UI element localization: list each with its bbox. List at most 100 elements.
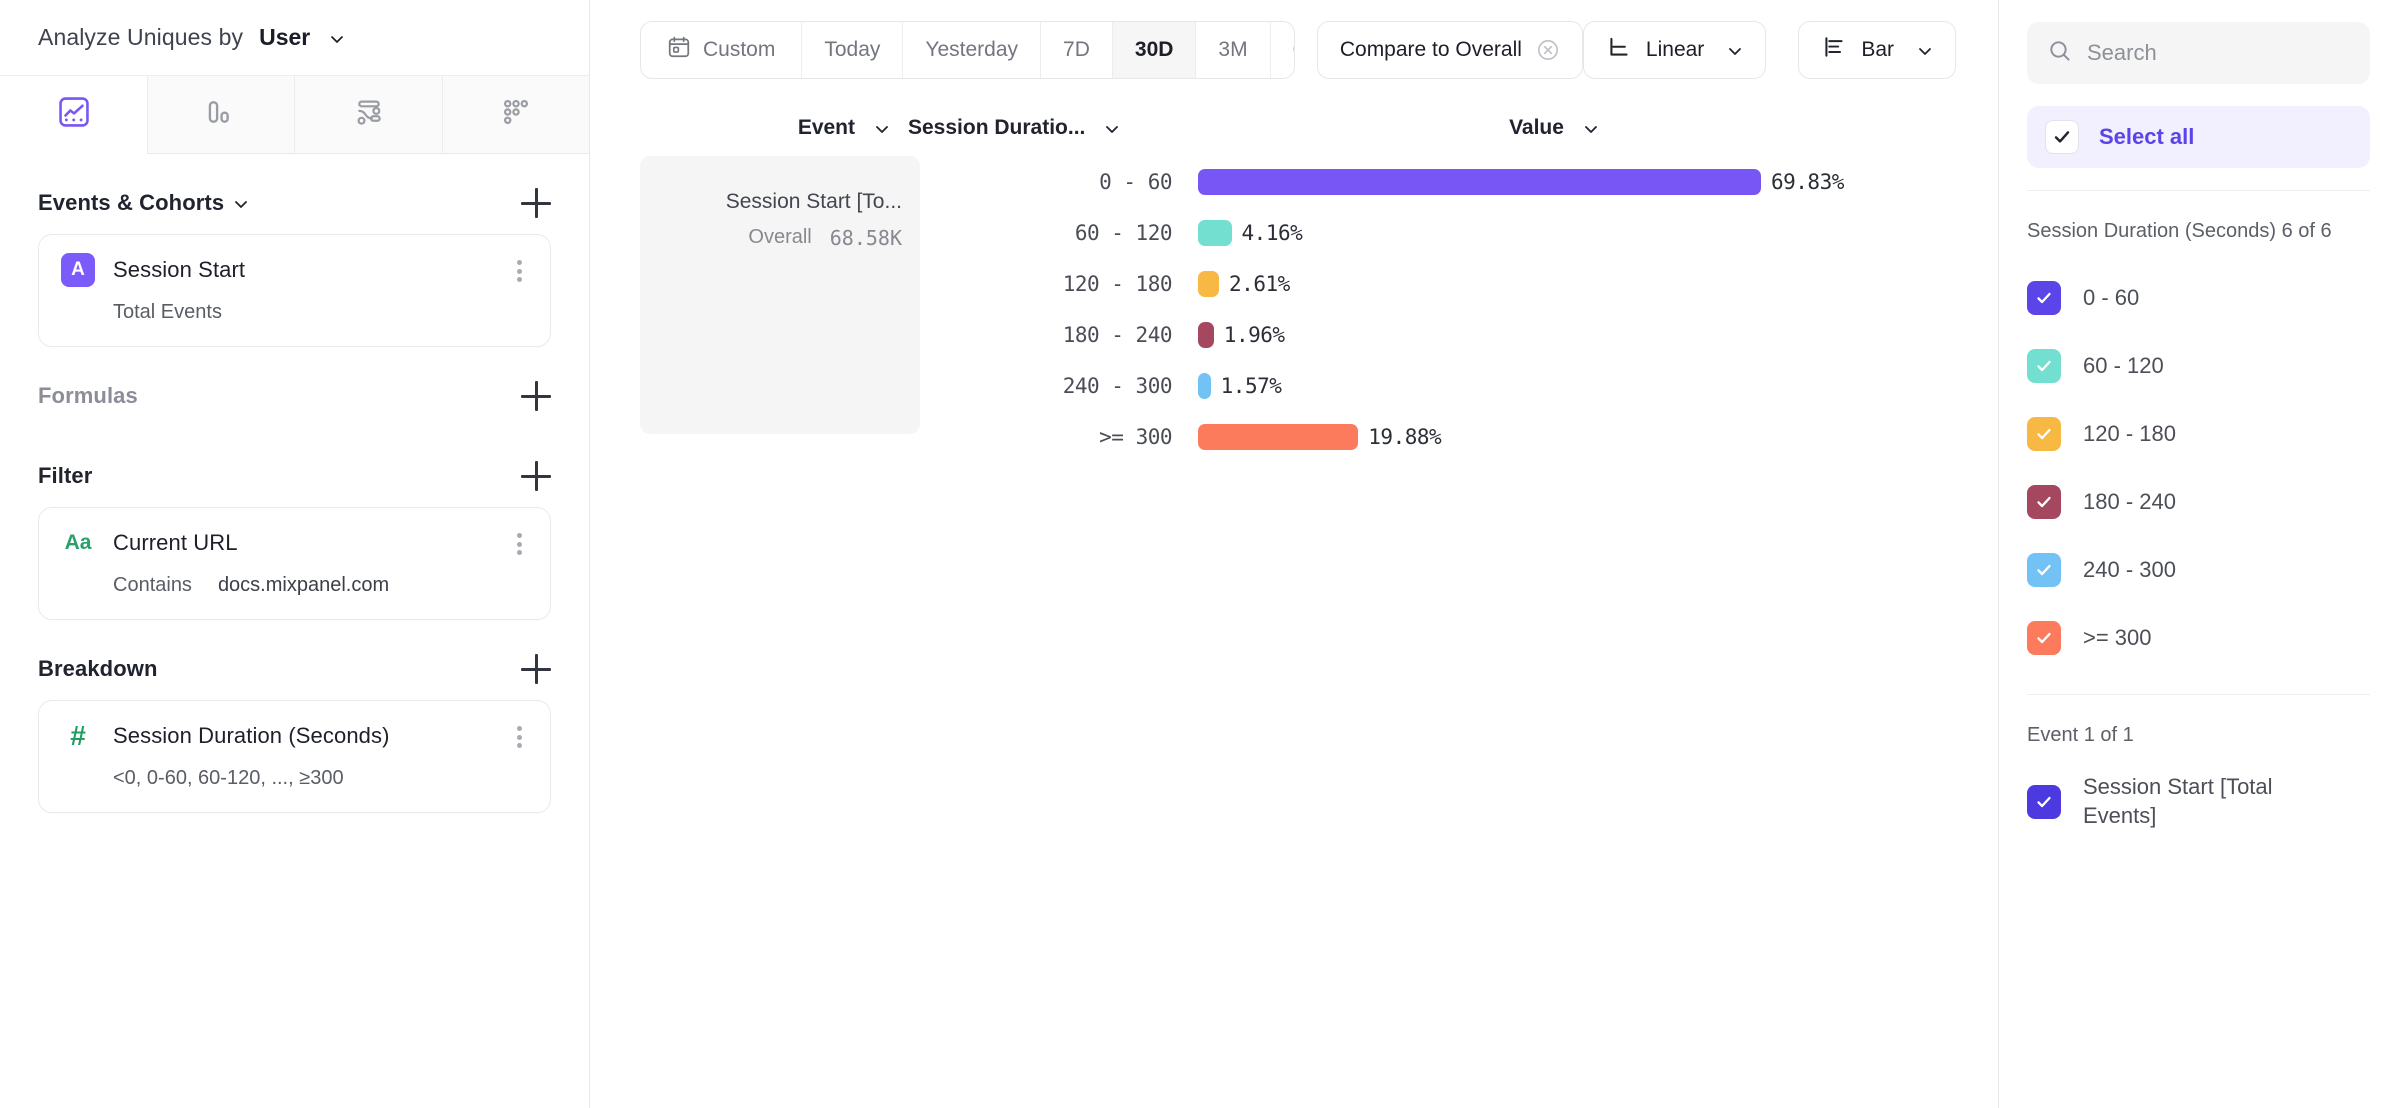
option-checkbox[interactable]: [2027, 417, 2061, 451]
event-row-overall-label: Overall: [748, 226, 812, 248]
chevron-down-icon[interactable]: [1583, 121, 1599, 137]
breakdown-card-menu-button[interactable]: [508, 723, 530, 751]
chevron-down-icon[interactable]: [233, 196, 249, 212]
chart-type-label: Bar: [1861, 38, 1894, 61]
axis-scale-icon: [1606, 34, 1632, 66]
option-checkbox[interactable]: [2027, 281, 2061, 315]
breakdown-option[interactable]: 120 - 180: [2027, 400, 2370, 468]
chevron-down-icon[interactable]: [1917, 43, 1933, 59]
chevron-down-icon[interactable]: [874, 121, 890, 137]
event-card-measure: Total Events: [113, 301, 222, 323]
bar-segment[interactable]: [1198, 270, 1220, 297]
analyze-measure-value[interactable]: User: [259, 24, 311, 50]
compare-to-overall-chip[interactable]: Compare to Overall: [1316, 21, 1583, 79]
close-icon[interactable]: [1536, 38, 1560, 62]
bar-value-label: 19.88%: [1368, 424, 1442, 449]
bar-track: 2.61%: [1198, 270, 1958, 297]
search-input[interactable]: [2087, 40, 2350, 66]
tab-retention[interactable]: [441, 76, 589, 154]
chevron-down-icon[interactable]: [329, 31, 345, 47]
bar-track: 1.57%: [1198, 372, 1958, 399]
breakdown-option[interactable]: 180 - 240: [2027, 468, 2370, 536]
add-filter-button[interactable]: [521, 461, 551, 491]
analyze-bar: Analyze Uniques by User: [0, 0, 589, 76]
scale-selector[interactable]: Linear: [1582, 21, 1767, 79]
date-range-today[interactable]: Today: [802, 22, 904, 78]
report-main: Custom Today Yesterday 7D 30D 3M 6M 12M …: [590, 0, 1998, 1108]
bar-row[interactable]: 60 - 120 4.16%: [938, 207, 1958, 258]
add-breakdown-button[interactable]: [521, 654, 551, 684]
report-type-tabs: [0, 76, 589, 154]
breakdown-option[interactable]: 60 - 120: [2027, 332, 2370, 400]
column-header-breakdown[interactable]: Session Duratio...: [890, 116, 1150, 140]
add-event-button[interactable]: [521, 188, 551, 218]
bar-row[interactable]: 240 - 300 1.57%: [938, 360, 1958, 411]
event-card-menu-button[interactable]: [508, 257, 530, 285]
legend-search[interactable]: [2027, 22, 2370, 84]
event-option[interactable]: Session Start [Total Events]: [2027, 768, 2370, 836]
chevron-down-icon[interactable]: [1727, 43, 1743, 59]
filter-operator: Contains: [113, 574, 192, 596]
bar-category-label: 120 - 180: [1062, 271, 1173, 296]
search-icon: [2047, 38, 2073, 69]
date-range-yesterday[interactable]: Yesterday: [903, 22, 1042, 78]
bar-segment[interactable]: [1198, 168, 1761, 195]
bar-segment[interactable]: [1198, 372, 1211, 399]
breakdown-option-label: 60 - 120: [2083, 353, 2164, 378]
option-checkbox[interactable]: [2027, 785, 2061, 819]
chevron-down-icon[interactable]: [1104, 121, 1120, 137]
breakdown-card[interactable]: # Session Duration (Seconds) <0, 0-60, 6…: [38, 700, 551, 813]
breakdown-option-label: 180 - 240: [2083, 489, 2176, 514]
breakdown-option[interactable]: 240 - 300: [2027, 536, 2370, 604]
column-header-event[interactable]: Event: [640, 116, 890, 140]
breakdown-buckets: <0, 0-60, 60-120, ..., ≥300: [113, 767, 344, 789]
calendar-icon: [667, 35, 691, 65]
bar-segment[interactable]: [1198, 321, 1214, 348]
option-checkbox[interactable]: [2027, 349, 2061, 383]
bar-row[interactable]: 120 - 180 2.61%: [938, 258, 1958, 309]
select-all-checkbox[interactable]: [2045, 120, 2079, 154]
chart-type-selector[interactable]: Bar: [1798, 21, 1956, 79]
date-range-custom[interactable]: Custom: [641, 22, 803, 78]
breakdown-option[interactable]: 0 - 60: [2027, 264, 2370, 332]
filter-card-menu-button[interactable]: [508, 530, 530, 558]
bar-row[interactable]: 0 - 60 69.83%: [938, 156, 1958, 207]
retention-dots-icon: [498, 94, 534, 135]
date-range-3m[interactable]: 3M: [1196, 22, 1271, 78]
add-formula-button[interactable]: [521, 381, 551, 411]
breakdown-option-label: 120 - 180: [2083, 421, 2176, 446]
filter-value: docs.mixpanel.com: [217, 574, 390, 596]
breakdown-option[interactable]: >= 300: [2027, 604, 2370, 672]
bar-value-label: 4.16%: [1241, 220, 1303, 245]
tab-insights[interactable]: [0, 76, 148, 154]
chart-area: Event Session Duratio... Value: [590, 100, 1998, 462]
select-all-row[interactable]: Select all: [2027, 106, 2370, 168]
section-header-events: Events & Cohorts: [38, 172, 551, 234]
column-header-value[interactable]: Value: [1150, 116, 1958, 140]
compare-to-overall-label: Compare to Overall: [1339, 38, 1522, 61]
breakdown-type-badge: #: [70, 720, 86, 751]
breakdown-option-label: 0 - 60: [2083, 285, 2140, 310]
bar-segment[interactable]: [1198, 423, 1359, 450]
date-range-7d[interactable]: 7D: [1041, 22, 1113, 78]
event-card[interactable]: A Session Start Total Events: [38, 234, 551, 347]
date-range-30d[interactable]: 30D: [1112, 22, 1197, 78]
bar-row[interactable]: 180 - 240 1.96%: [938, 309, 1958, 360]
date-range-6m[interactable]: 6M: [1271, 22, 1294, 78]
chart-toolbar: Custom Today Yesterday 7D 30D 3M 6M 12M …: [590, 0, 1998, 100]
bar-chart-type-icon: [1821, 34, 1847, 66]
tab-flows[interactable]: [294, 76, 442, 154]
filter-card[interactable]: Aa Current URL Contains docs.mixpanel.co…: [38, 507, 551, 620]
sidebar-sections: Events & Cohorts A Session Start Total E…: [0, 154, 589, 813]
bar-row[interactable]: >= 300 19.88%: [938, 411, 1958, 462]
chart-body: Session Start [To... Overall 68.58K 0 - …: [590, 156, 1998, 462]
event-row-cell[interactable]: Session Start [To... Overall 68.58K: [640, 156, 920, 434]
tab-funnels[interactable]: [147, 76, 295, 154]
chart-column-headers: Event Session Duratio... Value: [590, 100, 1998, 156]
bar-track: 19.88%: [1198, 423, 1958, 450]
bar-segment[interactable]: [1198, 219, 1232, 246]
option-checkbox[interactable]: [2027, 553, 2061, 587]
option-checkbox[interactable]: [2027, 485, 2061, 519]
option-checkbox[interactable]: [2027, 621, 2061, 655]
section-title-breakdown: Breakdown: [38, 656, 158, 681]
